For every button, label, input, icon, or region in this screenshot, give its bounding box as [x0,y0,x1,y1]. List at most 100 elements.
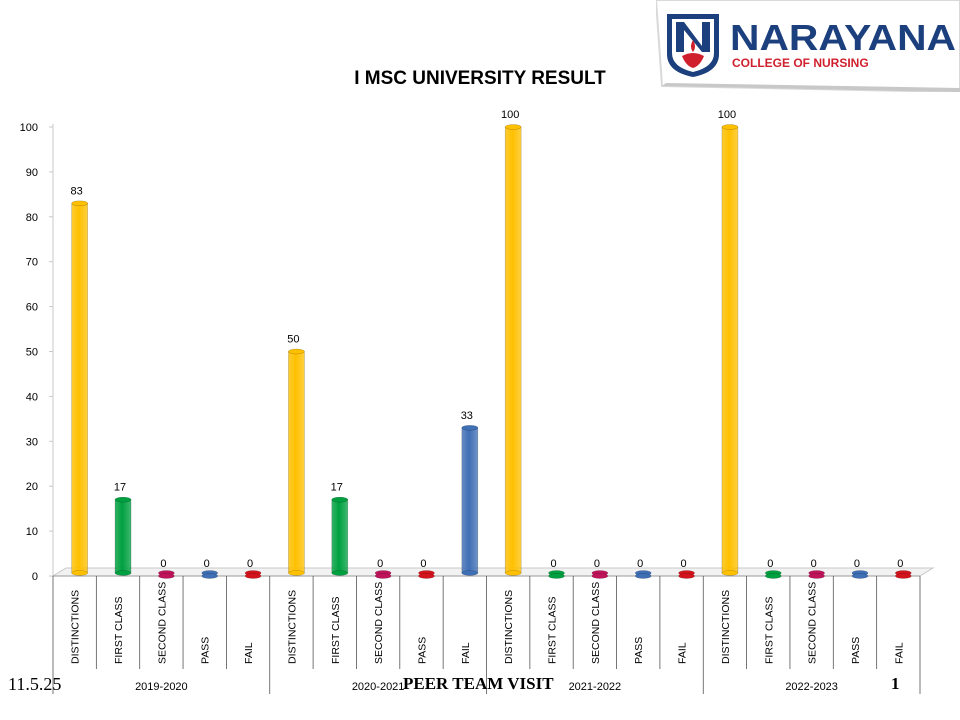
bar [374,570,392,579]
bar [201,570,218,579]
category-label: FAIL [677,642,689,664]
y-tick-label: 10 [26,526,38,538]
group-label: 2019-2020 [135,681,188,693]
bar [634,570,652,579]
bar [591,570,609,579]
bar-top [201,573,218,579]
bar-top [288,348,305,355]
y-tick-label: 80 [26,212,38,224]
bar-top [418,573,435,579]
bar [721,124,739,576]
y-tick-label: 90 [26,167,38,179]
bar [895,570,912,579]
bar [418,570,435,579]
bar-body [71,203,88,574]
bar-top [851,573,869,579]
bar [158,570,175,579]
bar-value-label: 83 [71,185,83,197]
bar-top [548,573,565,579]
bar-value-label: 0 [377,558,383,570]
bar-body [114,499,132,574]
bar-body [288,351,305,574]
y-tick-label: 30 [26,436,38,448]
bar [765,570,782,579]
brand-name: NARAYANA [730,17,956,58]
bar-value-label: 0 [160,558,166,570]
brand-subtitle: COLLEGE OF NURSING [732,56,869,70]
bar-top [71,200,88,207]
bar [71,200,88,576]
bar-value-label: 0 [811,558,817,570]
bar-top [721,124,739,130]
bar-value-label: 17 [114,482,126,494]
y-tick-label: 40 [26,391,38,403]
bar-top [808,573,825,579]
bar-value-label: 17 [331,482,343,494]
bar-value-label: 0 [897,558,903,570]
bar-value-label: 33 [461,410,473,422]
category-label: FIRST CLASS [330,597,342,665]
bar-value-label: 100 [718,109,736,121]
bar-base [331,570,349,576]
bar-top [678,573,695,579]
y-tick-label: 20 [26,481,38,493]
bar [851,570,869,579]
bar [288,348,305,576]
bar-base [504,570,522,576]
chart-floor [51,567,935,577]
bar [808,570,825,579]
group-label: 2022-2023 [785,681,838,693]
bar-base [461,570,479,576]
bar-top [765,573,782,579]
bar-top [331,496,349,503]
bar-top [634,573,652,579]
category-label: PASS [850,637,862,664]
y-tick-label: 50 [26,347,38,359]
footer-center-text: PEER TEAM VISIT [403,674,554,693]
bar-top [591,573,609,579]
bar-base [71,570,88,576]
college-logo: NARAYANA COLLEGE OF NURSING [654,0,960,94]
bar [678,570,695,579]
bar-body [331,499,349,574]
bar [244,570,262,579]
y-tick-label: 0 [32,571,38,583]
bar [331,496,349,576]
category-label: SECOND CLASS [156,582,168,664]
category-label: FIRST CLASS [763,597,775,665]
bar-value-label: 0 [681,558,687,570]
bar-value-label: 50 [287,334,299,346]
group-labels: 2019-2020 2020-2021 2021-2022 2022-2023 [135,681,838,693]
category-label: DISTINCTIONS [286,590,298,664]
bar-top [374,573,392,579]
category-label: FAIL [460,642,472,664]
bar-top [504,124,522,130]
shield-icon [667,14,719,77]
bar [504,124,522,576]
group-label: 2021-2022 [569,681,622,693]
category-label: PASS [200,637,212,664]
category-label: DISTINCTIONS [70,590,82,664]
bar-body [461,427,479,574]
bar-value-label: 0 [550,558,556,570]
bar [548,570,565,579]
category-label: SECOND CLASS [590,582,602,664]
category-label: FIRST CLASS [113,597,125,665]
chart-title: I MSC UNIVERSITY RESULT [354,68,606,89]
bar-base [288,570,305,576]
bar-value-label: 0 [420,558,426,570]
y-tick-label: 60 [26,302,38,314]
bar [461,425,479,576]
data-labels: 83 17 0 0 0 50 17 0 0 33 100 0 0 0 0 100 0 0 0 0 [71,109,904,570]
logo-graphic: NARAYANA COLLEGE OF NURSING [654,0,960,94]
bar-value-label: 0 [247,558,253,570]
bar-value-label: 0 [854,558,860,570]
bar-base [114,570,132,576]
category-label: PASS [416,637,428,664]
y-tick-labels: 0 10 20 30 40 50 60 70 80 90 100 [20,122,38,583]
chart-bars [71,124,912,579]
bar-value-label: 0 [594,558,600,570]
category-label: DISTINCTIONS [720,590,732,664]
y-tick-label: 100 [20,122,38,134]
bar-value-label: 100 [501,109,519,121]
